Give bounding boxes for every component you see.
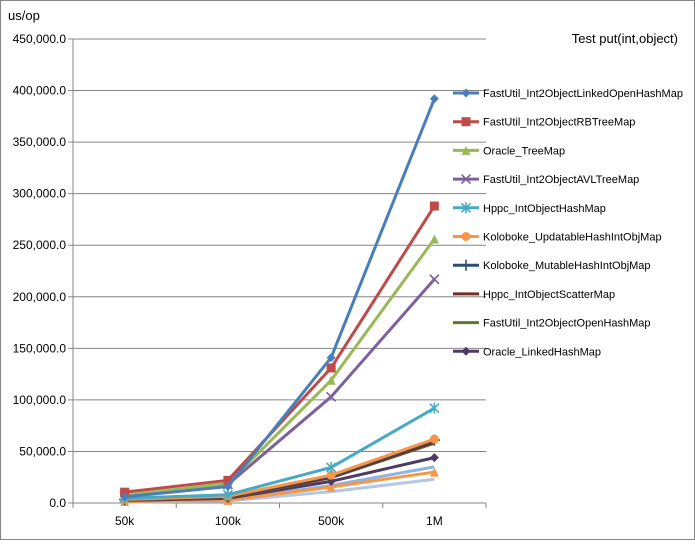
legend-label: FastUtil_Int2ObjectAVLTreeMap — [483, 174, 639, 186]
x-tick-label: 1M — [426, 514, 443, 528]
legend-item: FastUtil_Int2ObjectLinkedOpenHashMap — [453, 88, 683, 100]
legend-label: Oracle_LinkedHashMap — [483, 346, 601, 358]
legend-item: Hppc_IntObjectHashMap — [453, 202, 606, 215]
legend-label: Hppc_IntObjectHashMap — [483, 203, 606, 215]
chart-title: Test put(int,object) — [572, 31, 678, 46]
legend-item: FastUtil_Int2ObjectRBTreeMap — [453, 117, 635, 129]
series-group — [119, 402, 440, 504]
data-point — [326, 353, 336, 363]
axes: 0.0 50,000.0 100,000.0 150,000.0 200,000.0 25… — [13, 32, 487, 528]
data-point — [429, 201, 439, 211]
data-point — [326, 470, 336, 480]
data-point — [460, 259, 472, 271]
series-line — [124, 406, 436, 500]
series-group — [120, 94, 439, 502]
legend-label: FastUtil_Int2ObjectLinkedOpenHashMap — [483, 88, 683, 100]
legend-label: Koloboke_MutableHashIntObjMap — [483, 260, 651, 272]
data-point — [326, 482, 336, 492]
data-point — [120, 492, 130, 502]
data-point — [223, 482, 233, 492]
data-point — [429, 94, 439, 104]
legend-label: FastUtil_Int2ObjectRBTreeMap — [483, 117, 635, 129]
data-point — [460, 174, 472, 185]
data-point — [120, 487, 130, 497]
legend-item: Koloboke_UpdatableHashIntObjMap — [453, 232, 662, 244]
data-point — [429, 274, 440, 285]
series-line — [124, 238, 436, 497]
x-tick-label: 100k — [215, 514, 242, 528]
series-lines — [119, 94, 440, 506]
series-line — [124, 98, 436, 499]
legend-item: Koloboke_MutableHashIntObjMap — [453, 259, 651, 272]
legend-label: Koloboke_UpdatableHashIntObjMap — [483, 232, 662, 244]
y-tick-label: 400,000.0 — [13, 84, 67, 98]
x-tick-label: 50k — [115, 514, 135, 528]
data-point — [461, 88, 471, 98]
y-tick-label: 200,000.0 — [13, 290, 67, 304]
data-point — [429, 467, 439, 477]
y-tick-label: 150,000.0 — [13, 341, 67, 355]
y-tick-label: 0.0 — [49, 496, 66, 510]
series-line — [124, 278, 436, 498]
y-tick-label: 450,000.0 — [13, 32, 67, 46]
data-point — [326, 375, 336, 385]
data-point — [429, 434, 439, 444]
data-point — [326, 391, 337, 402]
data-point — [429, 402, 440, 414]
legend-item: Oracle_LinkedHashMap — [453, 346, 601, 358]
gridlines — [73, 38, 486, 504]
y-tick-label: 350,000.0 — [13, 135, 67, 149]
y-tick-label: 50,000.0 — [19, 444, 66, 458]
data-point — [429, 234, 439, 244]
data-point — [461, 117, 471, 127]
data-point — [460, 202, 472, 214]
data-point — [461, 232, 471, 241]
series-group — [120, 201, 439, 497]
legend-label: Hppc_IntObjectScatterMap — [483, 289, 615, 301]
legend-label: Oracle_TreeMap — [483, 145, 565, 157]
x-tick-label: 500k — [318, 514, 345, 528]
data-point — [326, 363, 336, 373]
y-tick-label: 100,000.0 — [13, 393, 67, 407]
legend-item: Hppc_IntObjectScatterMap — [453, 289, 615, 301]
data-point — [326, 461, 337, 473]
legend: FastUtil_Int2ObjectLinkedOpenHashMap Fast… — [453, 88, 683, 358]
series-line — [124, 470, 435, 503]
data-point — [429, 453, 439, 463]
data-point — [222, 489, 233, 501]
y-axis-label: us/op — [8, 8, 40, 23]
legend-item: FastUtil_Int2ObjectAVLTreeMap — [453, 174, 639, 186]
legend-label: FastUtil_Int2ObjectOpenHashMap — [483, 318, 651, 330]
data-point — [223, 475, 233, 485]
data-point — [461, 346, 471, 356]
y-tick-label: 250,000.0 — [13, 238, 67, 252]
data-point — [461, 145, 471, 155]
legend-item: Oracle_TreeMap — [453, 145, 565, 157]
series-line — [124, 205, 436, 494]
legend-item: FastUtil_Int2ObjectOpenHashMap — [453, 318, 651, 330]
y-tick-label: 300,000.0 — [13, 187, 67, 201]
